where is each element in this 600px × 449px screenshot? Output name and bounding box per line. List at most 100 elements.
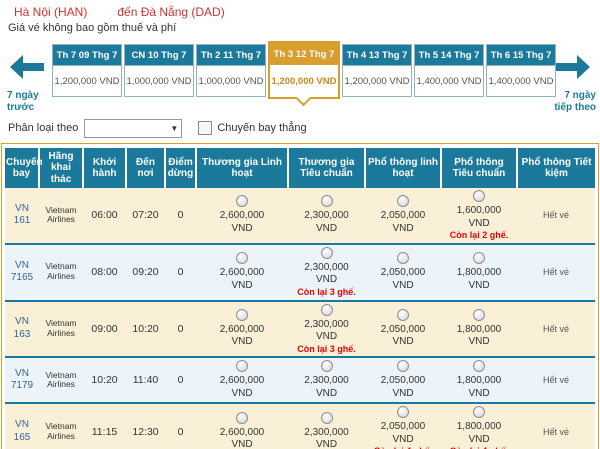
date-card-label: Th 6 15 Thg 7	[487, 45, 555, 66]
fare-cell: 2,300,000 VND Còn lại 3 ghế.	[288, 301, 365, 358]
date-card-label: Th 2 11 Thg 7	[197, 45, 265, 66]
fare-price: 1,800,000	[456, 267, 502, 279]
fare-cell: 2,050,000 VND	[365, 357, 441, 403]
airline-name: Vietnam Airlines	[45, 421, 77, 441]
table-header-row: Chuyến bay Hãng khai thác Khởi hành Đến …	[5, 148, 595, 188]
sort-by-select[interactable]: ▼	[84, 118, 183, 138]
fare-radio[interactable]	[236, 411, 248, 424]
fare-currency: VND	[392, 222, 414, 234]
flight-number-link[interactable]: VN 161	[13, 202, 31, 227]
date-card[interactable]: Th 7 09 Thg 7 1,200,000 VND	[52, 44, 122, 97]
fare-radio[interactable]	[473, 406, 485, 419]
stops-count: 0	[177, 209, 184, 222]
date-card-label: Th 3 12 Thg 7	[270, 43, 338, 65]
departure-time: 06:00	[91, 209, 118, 222]
date-card-label: Th 4 13 Thg 7	[343, 45, 411, 66]
fare-cell: 2,600,000 VND	[196, 357, 288, 403]
fare-currency: VND	[231, 336, 253, 348]
fare-radio[interactable]	[397, 360, 409, 373]
fare-price: 1,800,000	[456, 375, 502, 387]
flight-number-link[interactable]: VN 7179	[10, 367, 34, 392]
fare-price: 2,300,000	[304, 375, 349, 387]
date-card-selected[interactable]: Th 3 12 Thg 7 1,200,000 VND	[268, 41, 340, 99]
prev-week-arrow-icon[interactable]	[9, 54, 45, 85]
sold-out-label: Hết vé	[542, 210, 569, 221]
fare-radio[interactable]	[397, 406, 409, 419]
fare-radio[interactable]	[397, 195, 409, 208]
date-card[interactable]: Th 5 14 Thg 7 1,400,000 VND	[414, 44, 484, 97]
fare-price: 2,050,000	[380, 210, 426, 222]
fare-currency: VND	[468, 279, 490, 291]
fare-table: Chuyến bay Hãng khai thác Khởi hành Đến …	[5, 148, 595, 449]
fare-cell: 2,050,000 VND	[365, 301, 441, 358]
fare-currency: VND	[468, 217, 490, 229]
fare-radio[interactable]	[320, 195, 333, 208]
fare-radio[interactable]	[236, 252, 248, 265]
next-week-label[interactable]: 7 ngày tiếp theo	[554, 90, 596, 113]
fare-currency: VND	[231, 222, 253, 234]
fare-cell: 2,300,000 VND Còn lại 3 ghế.	[288, 244, 365, 301]
fare-currency: VND	[392, 279, 414, 291]
date-card-price: 1,200,000 VND	[54, 76, 120, 87]
direct-flight-label: Chuyến bay thẳng	[217, 122, 307, 134]
stops-count: 0	[177, 322, 184, 335]
route-header: Hà Nội (HAN) đến Đà Nẵng (DAD)	[0, 0, 600, 19]
arrival-time: 07:20	[132, 209, 159, 222]
fare-cell: 1,800,000 VND Còn lại 4 ghế.	[441, 403, 517, 449]
fare-price: 2,600,000	[219, 375, 265, 387]
fare-price: 1,800,000	[456, 323, 502, 335]
sold-out-label: Hết vé	[542, 375, 569, 386]
fare-cell: 2,050,000 VND	[365, 188, 441, 244]
arrival-time: 11:40	[132, 374, 159, 387]
fare-price: 2,050,000	[380, 323, 426, 335]
direct-flight-checkbox[interactable]	[198, 121, 213, 135]
fare-radio[interactable]	[473, 308, 485, 321]
date-card[interactable]: Th 4 13 Thg 7 1,200,000 VND	[342, 44, 412, 97]
fare-price: 2,600,000	[219, 323, 265, 335]
seats-left-note: Còn lại 3 ghế.	[297, 343, 356, 354]
flight-row: VN 7165 Vietnam Airlines 08:00 09:20 0 2,…	[5, 243, 595, 301]
date-cards: Th 7 09 Thg 7 1,200,000 VND CN 10 Thg 7 …	[52, 41, 556, 99]
fare-radio[interactable]	[320, 411, 333, 424]
sold-out-label: Hết vé	[542, 323, 569, 334]
fare-radio[interactable]	[236, 308, 248, 321]
fare-radio[interactable]	[397, 252, 409, 265]
flight-number-link[interactable]: VN 163	[13, 316, 31, 340]
fare-radio[interactable]	[236, 360, 248, 373]
fare-radio[interactable]	[473, 252, 485, 265]
date-card-price: 1,000,000 VND	[126, 76, 192, 87]
date-card-price: 1,200,000 VND	[271, 76, 337, 87]
prev-week-label[interactable]: 7 ngày trước	[7, 90, 39, 113]
fare-price: 1,800,000	[456, 421, 502, 433]
fare-radio[interactable]	[320, 246, 333, 259]
fare-cell: 2,600,000 VND	[196, 301, 288, 358]
fare-radio[interactable]	[473, 360, 485, 373]
col-economy-saver: Phổ thông Tiết kiệm	[516, 148, 595, 188]
fare-currency: VND	[315, 331, 338, 343]
flight-number-link[interactable]: VN 7165	[10, 259, 34, 284]
fare-price: 2,600,000	[219, 267, 265, 279]
arrival-time: 10:20	[132, 322, 159, 335]
col-carrier: Hãng khai thác	[38, 148, 83, 188]
date-card-label: Th 7 09 Thg 7	[53, 45, 121, 66]
fare-radio[interactable]	[320, 360, 333, 373]
col-economy-standard: Phổ thông Tiêu chuẩn	[440, 148, 517, 188]
flight-number-link[interactable]: VN 165	[13, 419, 31, 443]
fare-radio[interactable]	[236, 195, 248, 208]
next-week-arrow-icon[interactable]	[555, 54, 591, 85]
sort-by-label: Phân loại theo	[8, 122, 79, 134]
fare-currency: VND	[392, 336, 414, 348]
fare-currency: VND	[392, 387, 414, 399]
fare-radio[interactable]	[397, 308, 409, 321]
date-card[interactable]: CN 10 Thg 7 1,000,000 VND	[124, 44, 194, 97]
fare-cell: 1,800,000 VND	[441, 244, 517, 301]
fare-cell: 1,800,000 VND	[441, 357, 517, 403]
fare-cell: 2,600,000 VND	[196, 403, 288, 449]
departure-time: 08:00	[91, 266, 118, 279]
fare-radio[interactable]	[320, 303, 333, 316]
date-card[interactable]: Th 6 15 Thg 7 1,400,000 VND	[486, 44, 556, 97]
date-card[interactable]: Th 2 11 Thg 7 1,000,000 VND	[196, 44, 266, 97]
fare-radio[interactable]	[473, 190, 485, 202]
fare-price: 2,050,000	[380, 375, 426, 387]
